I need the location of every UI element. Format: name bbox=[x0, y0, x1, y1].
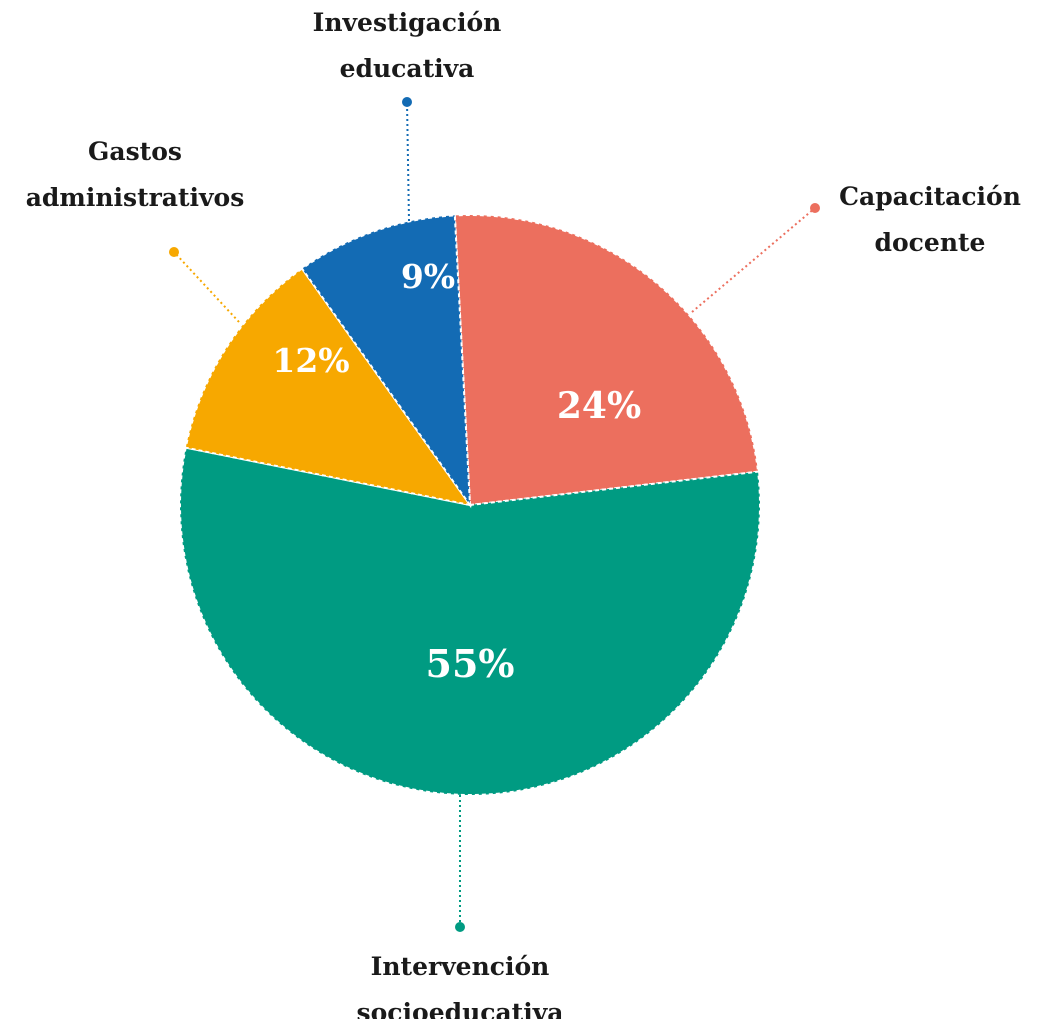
leader-line-investigacion bbox=[406, 101, 410, 222]
leader-dot-capacitacion bbox=[810, 203, 820, 213]
pie-slice-gastos bbox=[184, 267, 473, 507]
pie-slice-investigacion bbox=[300, 214, 472, 509]
category-label-line: socioeducativa bbox=[357, 998, 564, 1019]
leader-dot-gastos bbox=[169, 247, 179, 257]
leader-dot-intervencion bbox=[455, 922, 465, 932]
category-label-line: educativa bbox=[340, 54, 475, 83]
category-label-investigacion: Investigación educativa bbox=[313, 8, 502, 83]
pie-slice-intervencion bbox=[179, 446, 761, 796]
category-label-line: Investigación bbox=[313, 8, 502, 37]
leader-lines-layer bbox=[169, 97, 820, 932]
category-label-intervencion: Intervención socioeducativa bbox=[357, 952, 564, 1019]
category-label-line: Intervención bbox=[371, 952, 550, 981]
category-label-line: Capacitación bbox=[839, 182, 1021, 211]
pie-slice-capacitacion bbox=[453, 214, 760, 507]
slice-percent-investigacion: 9% bbox=[401, 257, 455, 296]
leader-line-capacitacion bbox=[691, 207, 816, 313]
category-label-line: docente bbox=[875, 228, 986, 257]
slices-layer bbox=[179, 214, 761, 796]
category-label-capacitacion: Capacitación docente bbox=[839, 182, 1021, 257]
leader-line-gastos bbox=[173, 251, 240, 323]
slice-percent-gastos: 12% bbox=[272, 341, 349, 380]
slice-percent-capacitacion: 24% bbox=[557, 385, 641, 427]
category-label-line: Gastos bbox=[88, 137, 182, 166]
category-label-gastos: Gastos administrativos bbox=[26, 137, 245, 212]
slice-percent-intervencion: 55% bbox=[426, 641, 515, 686]
leader-dot-investigacion bbox=[402, 97, 412, 107]
category-label-line: administrativos bbox=[26, 183, 245, 212]
labels-layer: 24% Capacitación docente 55% Intervención soc… bbox=[26, 8, 1021, 1019]
